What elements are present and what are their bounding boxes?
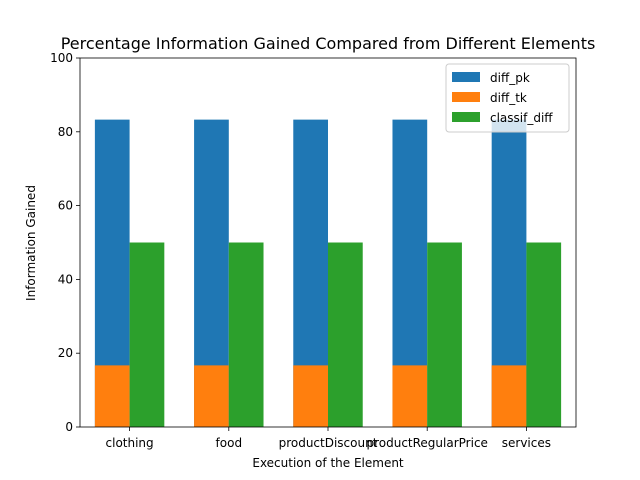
bar-diff-tk-productRegularPrice <box>392 365 428 427</box>
bar-diff-tk-food <box>194 365 229 427</box>
y-tick-label: 20 <box>58 346 73 360</box>
legend-swatch-classif_diff <box>452 112 480 122</box>
chart-title: Percentage Information Gained Compared f… <box>61 34 596 53</box>
x-tick-label: productRegularPrice <box>366 436 487 450</box>
bar-classif-diff-services <box>526 242 562 427</box>
bar-diff-tk-productDiscount <box>293 365 328 427</box>
y-tick-label: 40 <box>58 272 73 286</box>
x-axis-label: Execution of the Element <box>252 456 404 470</box>
bar-classif-diff-productDiscount <box>328 242 363 427</box>
legend-swatch-diff_tk <box>452 92 480 102</box>
bar-classif-diff-clothing <box>129 242 165 427</box>
y-tick-label: 0 <box>65 420 73 434</box>
x-tick-label: food <box>216 436 243 450</box>
legend-label-classif_diff: classif_diff <box>490 111 553 125</box>
legend-label-diff_tk: diff_tk <box>490 91 527 105</box>
y-axis-label: Information Gained <box>24 185 38 301</box>
x-tick-label: productDiscount <box>279 436 378 450</box>
plot-area: clothing food productDiscountproductRegula… <box>50 51 577 450</box>
x-tick-label: services <box>502 436 551 450</box>
axes-frame <box>79 57 577 428</box>
bar-diff-tk-clothing <box>94 365 130 427</box>
bar-diff-tk-services <box>491 365 527 427</box>
x-tick-label: clothing <box>106 436 154 450</box>
y-tick-label: 80 <box>58 125 73 139</box>
legend-label-diff_pk: diff_pk <box>490 71 530 85</box>
y-tick-label: 100 <box>50 51 73 65</box>
bar-classif-diff-productRegularPrice <box>427 242 462 427</box>
y-tick-label: 60 <box>58 199 73 213</box>
legend: diff_pk diff_tk classif_diff <box>445 63 570 133</box>
bar-classif-diff-food <box>228 242 264 427</box>
legend-swatch-diff_pk <box>452 72 480 82</box>
